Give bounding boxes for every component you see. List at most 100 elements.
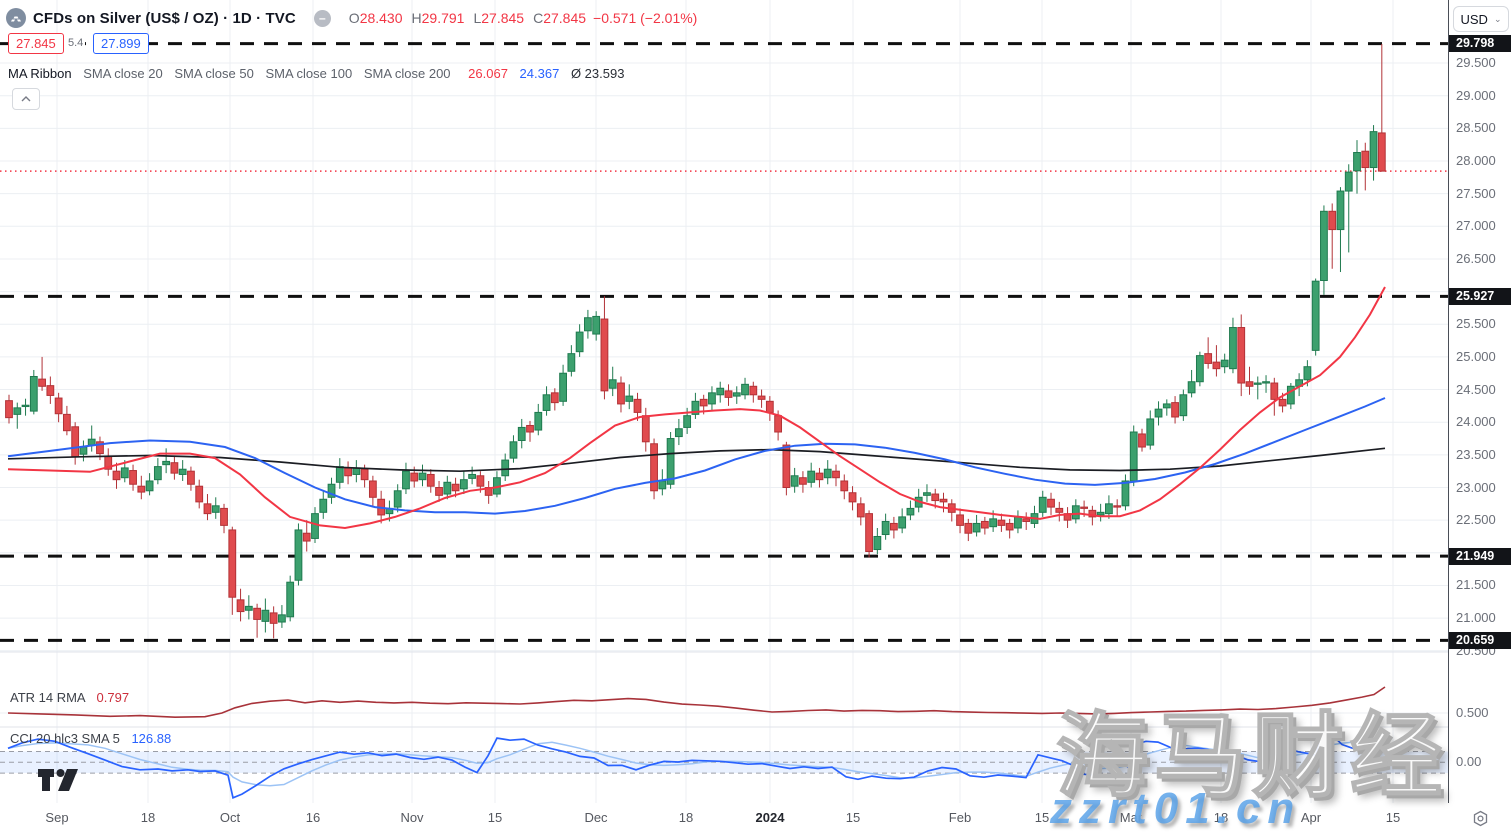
candle-body [1344,171,1353,192]
candle-body [1096,511,1105,516]
ma-param-sma200: SMA close 200 [363,66,451,81]
price-level-badge: 20.659 [1449,631,1511,649]
candle-body [617,382,625,405]
candle-body [1377,132,1386,172]
price-axis-label: 24.500 [1456,381,1496,397]
candle-body [650,443,658,492]
price-axis-label: 21.000 [1456,610,1496,626]
candle-body [79,446,88,455]
atr-label[interactable]: ATR 14 RMA [10,690,85,705]
candle-body [732,392,741,397]
candle-body [550,392,559,404]
tradingview-logo[interactable] [36,766,82,799]
candle-body [674,428,683,438]
candle-body [757,395,766,400]
candle-body [1071,505,1080,520]
cci-label[interactable]: CCI 20 hlc3 SMA 5 [10,731,120,746]
ma-ribbon-legend[interactable]: MA Ribbon SMA close 20 SMA close 50 SMA … [8,66,624,81]
candle-body [666,438,675,485]
candle-body [244,605,253,611]
candle-body [178,468,187,475]
candle-body [923,492,931,496]
candle-body [889,522,898,531]
time-axis[interactable]: Sep 18 Oct 16 Nov 15 Dec 18 2024 15 Feb 15 Mar 18 Apr 1… [0,803,1449,834]
candle-body [964,522,973,534]
candle-body [418,472,427,481]
candle-body [1129,431,1138,482]
candle-body [286,581,295,618]
candle-body [187,470,195,485]
candle-body [724,390,733,398]
candle-body [517,426,526,441]
candle-body [5,400,13,419]
candle-body [625,395,634,402]
atr-legend[interactable]: ATR 14 RMA 0.797 [10,690,129,705]
ohlc-low-value: 27.845 [481,10,525,26]
candle-body [1138,433,1146,448]
collapse-legend-button[interactable] [12,88,40,110]
candle-body [749,385,758,396]
candle-body [906,507,915,516]
price-axis[interactable]: 29.500 29.000 28.500 28.000 27.500 27.000 26.5… [1449,0,1511,803]
candle-body [1262,381,1270,384]
ma-ribbon-title[interactable]: MA Ribbon [8,66,72,81]
currency-label: USD [1460,11,1488,27]
candle-body [997,519,1006,526]
ohlc-close-label: C [533,10,544,26]
candle-body [1311,280,1320,351]
price-axis-label: 27.500 [1456,185,1496,201]
price-axis-label: 22.500 [1456,512,1496,528]
ma-value-sma20: 26.067 [468,66,508,81]
symbol-title[interactable]: CFDs on Silver (US$ / OZ) · 1D · TVC [33,9,296,27]
candle-body [236,599,245,613]
price-axis-label: 21.500 [1456,577,1496,593]
chevron-down-icon: ⌄ [1493,13,1502,24]
cci-axis-label: 0.00 [1456,754,1482,770]
candle-body [112,470,121,481]
candle-body [1245,381,1254,387]
price-axis-label: 26.500 [1456,250,1496,266]
cci-legend[interactable]: CCI 20 hlc3 SMA 5 126.88 [10,731,171,746]
candle-body [278,614,286,623]
time-axis-label: 18 [140,810,156,825]
candle-body [848,492,857,503]
candle-body [170,462,179,474]
candle-body [129,470,137,485]
candle-body [220,507,228,526]
time-axis-label: Sep [45,810,69,825]
time-axis-label: Nov [400,810,424,825]
ohlc-high-label: H [411,10,422,26]
ma-param-sma100: SMA close 100 [265,66,353,81]
time-axis-label: Apr [1300,810,1322,825]
candles-layer [5,44,1386,639]
tradingview-logo-icon [38,769,78,791]
price-axis-label: 27.000 [1456,218,1496,234]
price-axis-label: 29.000 [1456,87,1496,103]
currency-selector[interactable]: USD ⌄ [1453,6,1509,32]
axis-settings-corner[interactable] [1449,803,1511,834]
candle-body [96,441,104,455]
time-axis-label: Oct [219,810,241,825]
candle-body [608,379,617,389]
price-tag-last[interactable]: 27.845 [8,33,64,54]
candle-body [534,411,543,431]
cci-sma-line [7,740,1386,787]
candle-body [782,444,791,489]
candle-body [790,475,799,487]
candle-body [931,493,940,502]
candle-body [1336,190,1345,231]
candle-body [451,483,460,492]
atr-value: 0.797 [96,690,130,705]
candle-body [71,426,80,458]
candle-body [1320,210,1328,282]
hide-indicator-icon[interactable]: – [313,9,331,27]
candle-body [633,398,642,413]
candle-body [1270,382,1279,400]
symbol-legend[interactable]: CFDs on Silver (US$ / OZ) · 1D · TVC – O… [6,7,704,29]
candle-body [1105,503,1113,515]
candle-body [195,485,204,503]
candle-body [774,415,783,433]
price-tag-counter[interactable]: 27.899 [93,33,149,54]
